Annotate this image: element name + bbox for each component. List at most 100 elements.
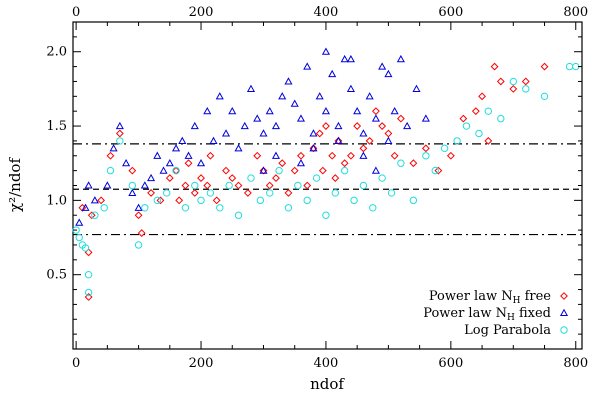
data-point-circle (84, 288, 93, 297)
data-point-circle (266, 189, 274, 197)
legend-markers (559, 292, 569, 334)
y-tick-label: 0.5 (46, 268, 67, 283)
data-point-diamond (212, 196, 221, 205)
data-point-triangle (340, 54, 349, 63)
data-point-circle (540, 92, 549, 101)
data-point-diamond (265, 181, 274, 190)
data-point-circle (350, 196, 358, 205)
data-point-triangle (303, 62, 312, 70)
data-point-circle (509, 77, 518, 86)
series-circle (72, 62, 580, 297)
data-point-triangle (190, 121, 199, 130)
data-point-triangle (122, 158, 131, 167)
data-point-triangle (253, 114, 262, 122)
data-point-triangle (321, 106, 330, 115)
data-point-diamond (84, 248, 93, 257)
legend-label-pl-free: Power law NH free (429, 289, 551, 306)
data-point-triangle (412, 84, 421, 92)
x-tick-label: 800 (563, 356, 588, 371)
data-point-triangle (271, 121, 281, 130)
data-point-diamond (234, 181, 243, 190)
data-point-triangle (134, 203, 143, 211)
data-point-circle (197, 196, 205, 205)
data-point-circle (359, 181, 368, 190)
data-point-diamond (284, 189, 293, 197)
data-point-triangle (278, 92, 287, 100)
data-point-circle (387, 189, 396, 197)
data-point-triangle (84, 181, 93, 189)
data-point-triangle (240, 121, 249, 130)
data-point-triangle (334, 121, 343, 130)
data-point-diamond (190, 189, 199, 197)
data-point-circle (75, 233, 83, 242)
data-point-circle (331, 189, 340, 197)
data-point-circle (116, 137, 124, 145)
data-point-diamond (184, 159, 193, 168)
data-point-triangle (75, 218, 84, 226)
data-point-diamond (297, 151, 305, 160)
data-point-diamond (334, 137, 343, 145)
y-tick-label: 1.0 (46, 193, 67, 208)
data-point-triangle (221, 129, 231, 137)
data-point-circle (84, 270, 93, 279)
legend: Power law NH free Power law NH fixed Log… (423, 289, 569, 338)
data-point-circle (72, 226, 80, 234)
data-point-diamond (384, 129, 393, 138)
data-point-diamond (309, 144, 318, 153)
axes: 0 0 200 200 400 400 600 600 800 800 0.5 1.0 1.5 2.0 (46, 5, 588, 371)
data-points (72, 47, 580, 301)
data-point-circle (369, 204, 377, 212)
data-point-circle (484, 107, 493, 115)
data-point-diamond (115, 129, 124, 138)
data-point-circle (312, 174, 321, 182)
data-point-triangle (290, 99, 299, 107)
data-point-diamond (328, 151, 337, 160)
data-point-triangle (328, 69, 337, 78)
x-axis-title: ndof (310, 375, 345, 393)
data-point-diamond (365, 137, 374, 145)
data-point-diamond (434, 166, 443, 175)
data-point-circle (453, 137, 461, 145)
data-point-triangle (265, 106, 274, 115)
data-point-circle (206, 189, 215, 197)
data-point-triangle (321, 47, 330, 55)
data-point-diamond (409, 159, 418, 168)
data-point-diamond (484, 137, 493, 145)
data-point-circle (225, 181, 233, 190)
data-point-triangle (165, 158, 174, 167)
data-point-triangle (103, 181, 112, 189)
data-point-circle (256, 196, 265, 205)
data-point-triangle (228, 106, 237, 115)
data-point-triangle (384, 136, 393, 144)
data-point-circle (247, 174, 255, 182)
data-point-circle (141, 204, 149, 212)
data-point-triangle (334, 136, 343, 144)
data-point-triangle (315, 92, 324, 100)
y-axis-title: χ²/ndof (6, 157, 24, 212)
data-point-diamond (459, 114, 468, 123)
data-point-triangle (378, 62, 387, 70)
data-point-circle (572, 62, 580, 71)
data-point-triangle (90, 196, 99, 204)
data-point-diamond (106, 151, 115, 160)
data-point-diamond (322, 122, 330, 130)
data-point-diamond (303, 181, 312, 190)
data-point-circle (162, 189, 171, 197)
data-point-diamond (378, 122, 387, 130)
data-point-diamond (128, 166, 137, 175)
y-tick-label: 2.0 (46, 45, 67, 60)
data-point-diamond (147, 189, 155, 197)
data-point-circle (81, 244, 90, 252)
data-point-circle (431, 166, 439, 175)
data-point-triangle (403, 121, 412, 130)
data-point-triangle (259, 166, 268, 174)
data-point-diamond (496, 77, 505, 86)
data-point-triangle (171, 144, 181, 152)
x-tick-label: 0 (72, 356, 80, 371)
data-point-circle (100, 204, 108, 212)
data-point-circle (522, 85, 530, 93)
data-point-circle (172, 166, 180, 175)
legend-marker-triangle (559, 308, 569, 317)
series-triangle (75, 47, 430, 226)
legend-marker-diamond (560, 292, 568, 300)
